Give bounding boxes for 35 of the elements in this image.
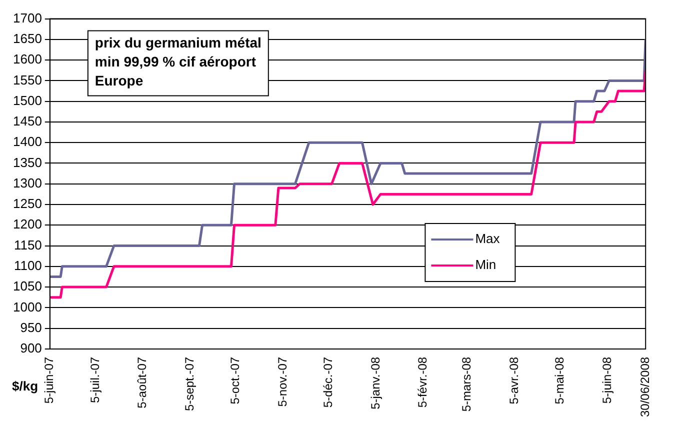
y-tick-label: 1100 [14, 258, 42, 273]
y-tick-label: 900 [20, 340, 42, 356]
y-tick-label: 1350 [13, 154, 42, 170]
text: prix du germanium métal min 99,99 % cif aéroport Europe [94, 34, 262, 89]
y-tick-label: 1200 [13, 216, 42, 232]
x-tick-label: 5-nov.-07 [275, 356, 290, 407]
y-tick-label: 1700 [13, 10, 42, 26]
y-tick-label: 1150 [14, 237, 42, 252]
x-tick-label: 5-juil.-07 [88, 356, 102, 403]
y-tick-label: 950 [20, 320, 42, 335]
y-tick-label: 1400 [13, 134, 42, 150]
y-tick-label: 1250 [13, 196, 42, 212]
y-tick-label: 1600 [13, 52, 42, 67]
x-tick-label: 5-déc.-07 [321, 356, 336, 408]
x-tick-label: 5-févr.-08 [415, 356, 430, 408]
y-tick-label: 1050 [13, 278, 42, 294]
y-tick-label: 1450 [13, 114, 42, 129]
x-tick-label: 5-juin-08 [600, 356, 614, 404]
y-tick-label: 1650 [13, 31, 42, 46]
y-tick-label: 1000 [13, 299, 42, 314]
x-tick-label: 5-sept.-07 [182, 356, 196, 411]
x-tick-label: 5-mai-08 [552, 356, 567, 404]
legend-label: Max [475, 231, 500, 246]
x-tick-label: 5-juin-07 [42, 356, 56, 404]
x-tick-label: 5-avr.-08 [506, 356, 521, 404]
x-tick-label: 5-oct.-07 [228, 356, 242, 404]
x-tick-label: 5-mars-08 [460, 356, 474, 412]
legend-label: Min [475, 257, 496, 272]
y-tick-label: 1550 [13, 72, 42, 88]
x-tick-label: 30/06/2008 [638, 356, 652, 418]
y-axis-title: $/kg [12, 378, 38, 394]
y-tick-label: 1500 [13, 92, 42, 108]
x-tick-label: 5-août-07 [135, 356, 150, 408]
y-tick-label: 1300 [13, 175, 42, 190]
x-tick-label: 5-janv.-08 [368, 356, 382, 410]
